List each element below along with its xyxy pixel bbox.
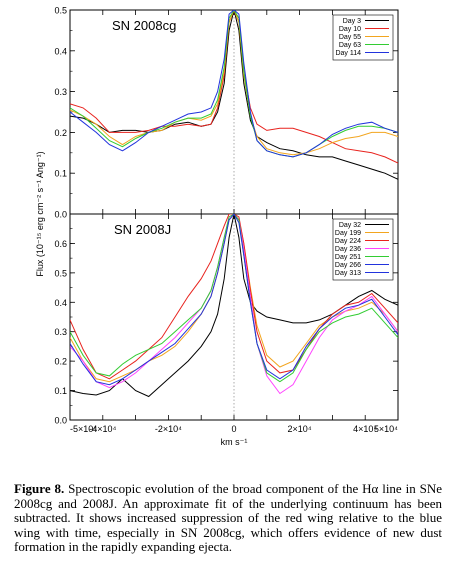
xtick-label: 0: [231, 424, 236, 434]
legend-entry: Day 55: [339, 34, 361, 41]
series-line: [70, 10, 398, 158]
legend-entry: Day 266: [335, 262, 361, 269]
legend-entry: Day 199: [335, 230, 361, 237]
bottom-ytick-label: 0.6: [54, 239, 67, 249]
legend-entry: Day 224: [335, 238, 361, 245]
xtick-label: 4×10⁴: [353, 424, 377, 434]
legend-entry: Day 10: [339, 26, 361, 33]
xtick-label: -2×10⁴: [155, 424, 182, 434]
series-line: [70, 214, 398, 380]
legend-entry: Day 236: [335, 246, 361, 253]
bottom-ytick-label: 0.2: [54, 357, 67, 367]
caption-label: Figure 8.: [14, 481, 65, 496]
top-series: [70, 10, 398, 180]
figure-caption: Figure 8. Spectroscopic evolution of the…: [14, 481, 442, 555]
bottom-ytick-label: 0.5: [54, 268, 67, 278]
xtick-label: -4×10⁴: [89, 424, 116, 434]
bottom-panel: 0.0 0.1 0.2 0.3 0.4 0.5 0.6 -5×10⁴-4×10⁴ -2×10⁴ 0…: [54, 213, 399, 434]
legend-entry: Day 313: [335, 270, 361, 277]
series-line: [70, 10, 398, 156]
legend-entry: Day 32: [339, 222, 361, 229]
series-line: [70, 214, 398, 383]
bottom-ytick-label: 0.4: [54, 298, 67, 308]
y-axis-label: Flux (10⁻¹⁵ erg cm⁻² s⁻¹ Ang⁻¹): [35, 151, 45, 276]
bottom-series: [70, 214, 398, 398]
top-panel-title: SN 2008cg: [112, 18, 176, 33]
xtick-label: 5×10⁴: [374, 424, 398, 434]
xtick-label: 2×10⁴: [288, 424, 312, 434]
xtick-label: -5×10⁴: [70, 424, 97, 434]
top-ytick-label: 0.2: [54, 128, 67, 138]
top-ytick-label: 0.5: [54, 6, 67, 16]
legend-entry: Day 251: [335, 254, 361, 261]
top-ytick-label: 0.3: [54, 87, 67, 97]
bottom-legend-box: [332, 218, 394, 281]
legend-entry: Day 63: [339, 42, 361, 49]
legend-entry: Day 114: [335, 50, 361, 57]
bottom-ytick-label: 0.1: [54, 386, 67, 396]
series-line: [70, 10, 398, 180]
series-line: [70, 214, 398, 395]
legend-entry: Day 3: [343, 18, 361, 25]
top-ytick-label: 0.0: [54, 210, 67, 220]
bottom-ytick-label: 0.0: [54, 416, 67, 426]
top-ytick-label: 0.1: [54, 169, 67, 179]
x-axis-label: km s⁻¹: [221, 437, 248, 447]
series-line: [70, 10, 398, 158]
series-line: [70, 214, 398, 386]
top-ytick-label: 0.4: [54, 46, 67, 56]
bottom-ytick-label: 0.3: [54, 327, 67, 337]
caption-text: Spectroscopic evolution of the broad com…: [14, 481, 442, 555]
bottom-panel-title: SN 2008J: [114, 222, 171, 237]
